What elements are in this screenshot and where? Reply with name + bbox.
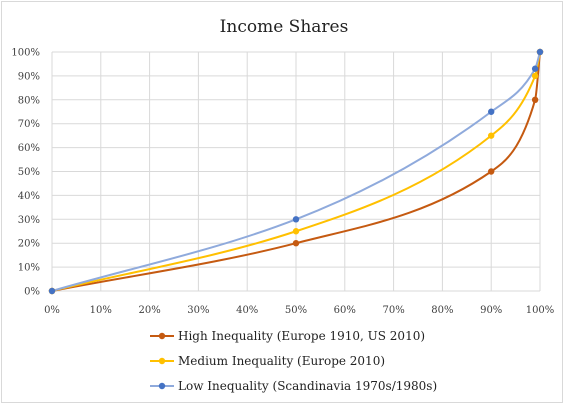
y-tick-label: 100% — [11, 48, 40, 59]
gridlines — [51, 51, 541, 292]
series-lines — [48, 48, 544, 295]
x-tick-label: 60% — [334, 305, 356, 316]
x-tick-label: 40% — [236, 305, 258, 316]
legend-label-2: Medium Inequality (Europe 2010) — [178, 354, 385, 368]
y-tick-label: 0% — [24, 287, 40, 298]
legend-marker-2 — [158, 357, 166, 365]
series-3-point — [292, 216, 300, 223]
y-tick-label: 50% — [18, 167, 40, 178]
x-tick-label: 30% — [187, 305, 209, 316]
series-3-point — [536, 48, 544, 56]
series-3-point — [488, 108, 495, 115]
legend-label-1: High Inequality (Europe 1910, US 2010) — [178, 329, 425, 343]
series-2-point — [292, 228, 300, 235]
series-2-point — [488, 132, 495, 139]
x-tick-label: 10% — [90, 305, 112, 316]
x-tick-label: 0% — [44, 305, 60, 316]
legend-marker-3 — [158, 382, 166, 390]
legend: High Inequality (Europe 1910, US 2010) Me… — [150, 329, 437, 393]
y-tick-label: 70% — [18, 119, 40, 130]
series-1-point — [531, 96, 539, 104]
y-axis-ticks: 0% 10% 20% 30% 40% 50% 60% 70% 80% 90% 100% — [11, 48, 40, 298]
x-tick-label: 50% — [285, 305, 307, 316]
series-1-point — [292, 240, 300, 247]
series-3-point — [48, 287, 56, 295]
series-1-point — [488, 168, 495, 175]
y-tick-label: 60% — [18, 143, 40, 154]
x-tick-label: 100% — [526, 305, 555, 316]
legend-marker-1 — [158, 332, 166, 340]
y-tick-label: 30% — [18, 215, 40, 226]
y-tick-label: 10% — [18, 263, 40, 274]
x-tick-label: 90% — [480, 305, 502, 316]
x-tick-label: 70% — [382, 305, 404, 316]
x-axis-ticks: 0% 10% 20% 30% 40% 50% 60% 70% 80% 90% 100% — [44, 305, 554, 316]
series-2-point — [531, 72, 539, 80]
x-tick-label: 20% — [138, 305, 160, 316]
y-tick-label: 80% — [18, 95, 40, 106]
legend-label-3: Low Inequality (Scandinavia 1970s/1980s) — [178, 379, 437, 393]
series-3-point — [531, 65, 539, 72]
chart-title: Income Shares — [220, 17, 349, 37]
y-tick-label: 90% — [18, 71, 40, 82]
y-tick-label: 20% — [18, 239, 40, 250]
y-tick-label: 40% — [18, 191, 40, 202]
x-tick-label: 80% — [431, 305, 453, 316]
